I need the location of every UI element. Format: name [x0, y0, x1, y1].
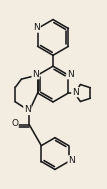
Text: N: N: [24, 105, 31, 114]
Text: N: N: [67, 70, 74, 79]
Text: N: N: [72, 88, 79, 97]
Text: O: O: [11, 119, 18, 128]
Text: N: N: [33, 23, 40, 32]
Text: N: N: [68, 156, 75, 165]
Text: N: N: [32, 70, 39, 79]
